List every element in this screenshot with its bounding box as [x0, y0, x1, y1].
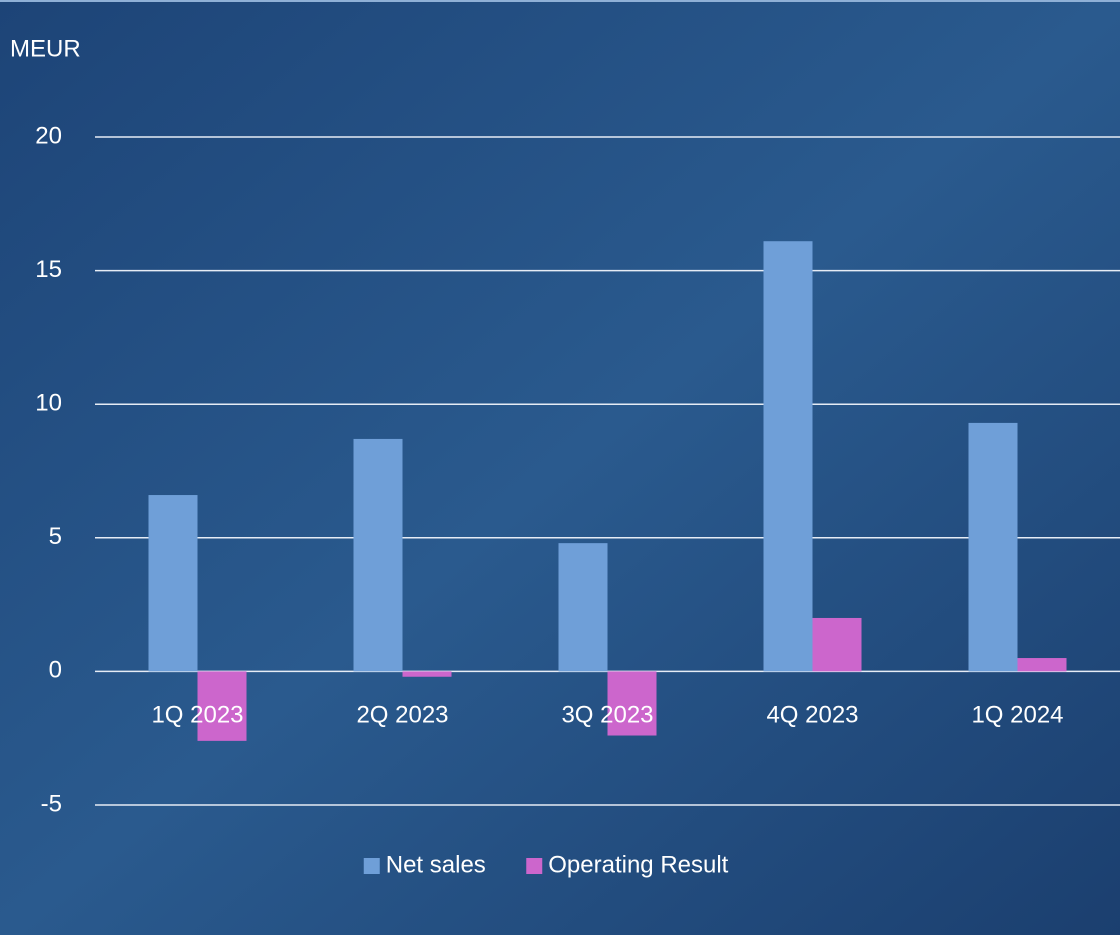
bar: [148, 495, 198, 672]
x-tick-label: 3Q 2023: [561, 702, 653, 729]
y-tick-label: 15: [35, 256, 62, 283]
x-tick-label: 2Q 2023: [356, 702, 448, 729]
y-tick-label: 5: [49, 523, 62, 550]
bar: [607, 671, 657, 736]
x-tick-label: 1Q 2024: [971, 702, 1063, 729]
bar: [1017, 658, 1067, 672]
y-tick-label: -5: [41, 790, 62, 817]
bar: [353, 438, 403, 672]
legend-label: Net sales: [386, 851, 486, 878]
bar: [197, 671, 247, 741]
legend-swatch: [363, 858, 380, 874]
x-tick-label: 4Q 2023: [766, 702, 858, 729]
bar: [558, 543, 608, 672]
y-tick-label: 20: [35, 122, 62, 149]
bar: [763, 241, 813, 672]
y-tick-label: 0: [49, 657, 62, 684]
bar: [968, 422, 1018, 672]
legend-swatch: [526, 858, 543, 874]
bar: [402, 671, 452, 677]
legend-label: Operating Result: [548, 851, 728, 878]
x-tick-label: 1Q 2023: [151, 702, 243, 729]
y-axis-label: MEUR: [10, 35, 81, 62]
bar: [812, 617, 862, 672]
y-tick-label: 10: [35, 390, 62, 417]
